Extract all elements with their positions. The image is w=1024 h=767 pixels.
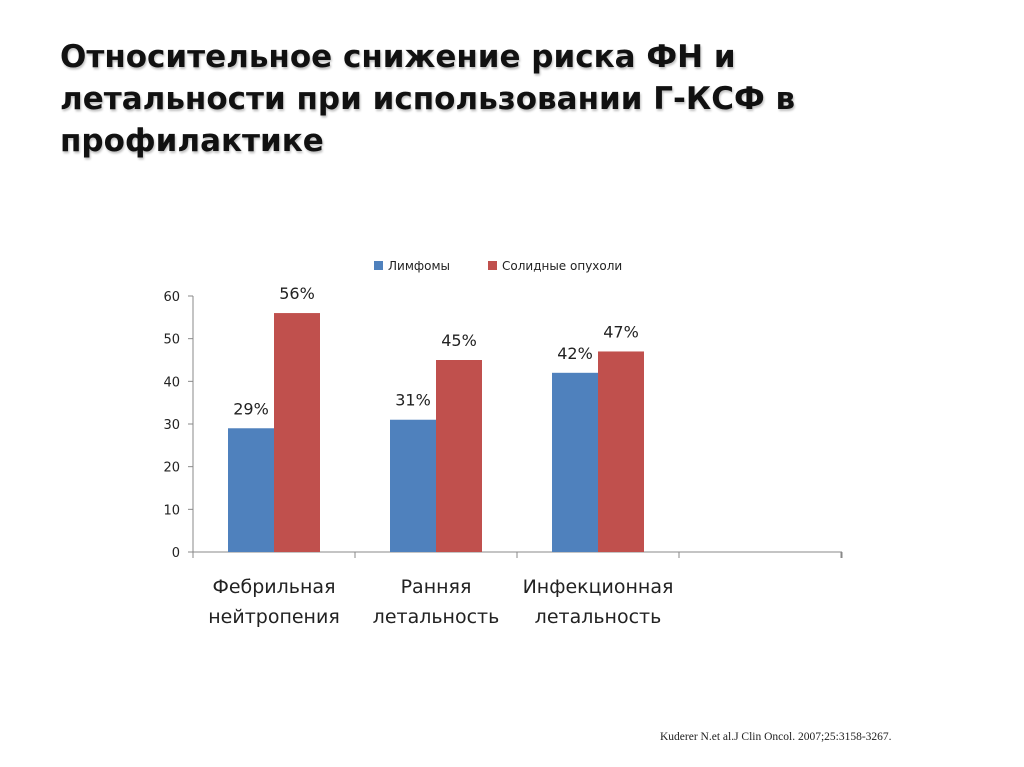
bar-data-label: 42% [557,344,593,363]
x-category-label: Инфекционная [523,576,674,598]
y-tick-label: 20 [163,461,180,476]
bar [228,428,274,552]
legend-label: Лимфомы [388,259,450,273]
y-tick-label: 60 [163,290,180,305]
bar [390,419,436,552]
x-category-label: Фебрильная [212,576,335,598]
x-category-label: летальность [373,606,500,628]
chart-legend: Лимфомы Солидные опухоли [374,259,622,273]
bar [598,351,644,552]
x-category-label: Ранняя [401,576,472,598]
y-tick-label: 30 [163,418,180,433]
bar-data-label: 56% [279,284,315,303]
bar-data-label: 45% [441,331,477,350]
y-tick-label: 10 [163,503,180,518]
slide-title: Относительное снижение риска ФН и леталь… [60,39,796,159]
x-axis: Фебрильная нейтропения Ранняя летальность Ин… [192,551,843,628]
bar-series-group [228,313,644,552]
legend-swatch [374,261,383,270]
bar-data-label: 29% [233,399,269,418]
y-tick-label: 50 [163,333,180,348]
bar-data-label: 47% [603,322,639,341]
data-labels: 29% 31% 42% 56% 45% 47% [233,284,639,418]
y-tick-label: 40 [163,375,180,390]
x-category-label: летальность [535,606,662,628]
bar-data-label: 31% [395,391,431,410]
citation: Kuderer N.et al.J Clin Oncol. 2007;25:31… [660,731,892,743]
y-tick-label: 0 [172,546,180,561]
legend-label: Солидные опухоли [502,259,622,273]
bar [274,313,320,552]
x-category-label: нейтропения [208,606,340,628]
bar [436,360,482,552]
legend-swatch [488,261,497,270]
bar [552,372,598,552]
y-axis: 0 10 20 30 40 50 60 [163,290,194,561]
